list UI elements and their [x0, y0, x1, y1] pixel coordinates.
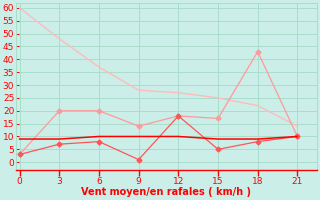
X-axis label: Vent moyen/en rafales ( km/h ): Vent moyen/en rafales ( km/h ) [82, 187, 252, 197]
